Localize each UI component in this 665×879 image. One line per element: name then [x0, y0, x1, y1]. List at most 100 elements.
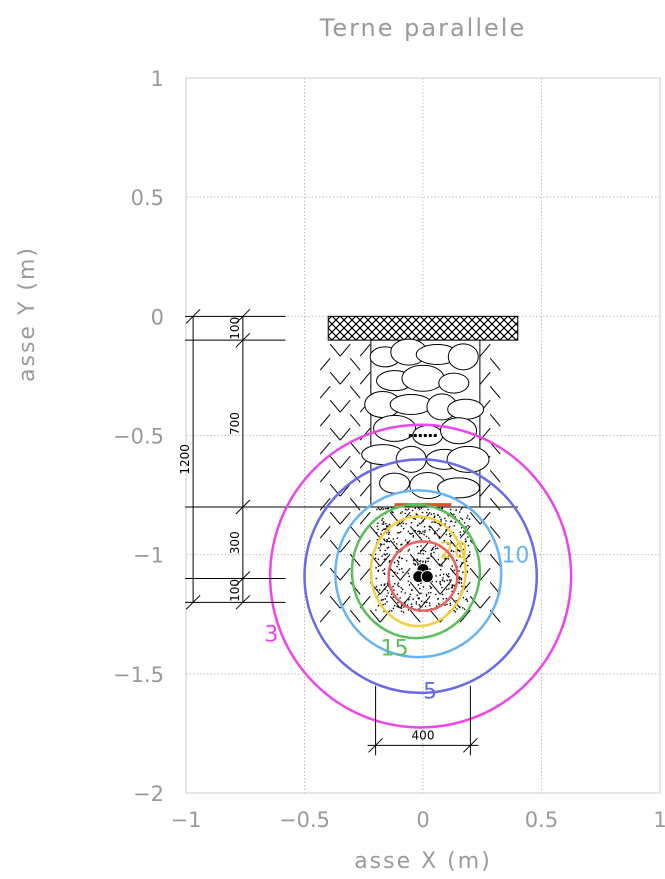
sand-dot — [377, 522, 379, 525]
sand-dot — [445, 520, 447, 522]
sand-dot — [448, 588, 450, 590]
dimension-annotations: 1200 100 700 300 100 400 — [178, 308, 479, 756]
sand-dot — [418, 506, 420, 509]
sand-dot — [424, 529, 426, 532]
sand-dot — [400, 557, 403, 560]
sand-dot — [383, 568, 386, 570]
sand-dot — [410, 521, 413, 524]
sand-dot — [436, 547, 439, 550]
sand-dot — [397, 523, 400, 526]
sand-dot — [442, 577, 444, 579]
sand-dot — [434, 545, 437, 547]
sand-dot — [434, 531, 437, 533]
sand-dot — [393, 541, 395, 543]
sand-dot — [386, 526, 388, 528]
sand-dot — [378, 589, 381, 591]
soil-stroke — [339, 567, 351, 581]
soil-stroke — [409, 609, 421, 623]
rubble-stone — [438, 372, 470, 394]
soil-stroke — [339, 371, 351, 385]
sand-dot — [453, 524, 456, 527]
sand-dot — [384, 583, 386, 585]
sand-dot — [422, 552, 425, 555]
sand-dot — [416, 545, 419, 548]
sand-dot — [445, 573, 448, 576]
sand-dot — [431, 547, 434, 550]
sand-dot — [468, 555, 470, 558]
sand-dot — [449, 508, 452, 511]
sand-dot — [384, 507, 387, 510]
sand-dot — [376, 508, 378, 511]
sand-dot — [428, 602, 431, 605]
sand-dot — [421, 511, 424, 514]
sand-dot — [447, 583, 450, 586]
sand-dot — [398, 585, 400, 588]
sand-dot — [396, 572, 399, 574]
sand-dot — [374, 553, 377, 556]
sand-dot — [445, 597, 448, 600]
soil-stroke — [489, 553, 501, 567]
sand-dot — [399, 512, 402, 514]
sand-dot — [465, 598, 467, 601]
sand-dot — [382, 603, 384, 606]
sand-dot — [460, 517, 462, 519]
contour-label: 3 — [264, 622, 278, 647]
sand-dot — [378, 547, 380, 549]
sand-dot — [437, 514, 439, 516]
sand-dot — [450, 542, 452, 544]
sand-dot — [457, 592, 460, 595]
sand-dot — [384, 549, 387, 552]
sand-dot — [400, 591, 403, 593]
sand-dot — [439, 582, 441, 584]
soil-stroke — [449, 567, 461, 581]
sand-dot — [384, 603, 387, 605]
sand-dot — [450, 550, 453, 552]
sand-dot — [388, 561, 391, 563]
sand-dot — [407, 550, 410, 552]
sand-dot — [405, 559, 408, 562]
sand-dot — [448, 533, 451, 535]
sand-dot — [413, 559, 415, 561]
sand-dot — [420, 538, 423, 541]
soil-stroke — [449, 539, 461, 553]
sand-dot — [410, 603, 413, 605]
sand-dot — [375, 567, 377, 569]
sand-dot — [462, 571, 464, 574]
soil-stroke — [319, 553, 331, 567]
sand-dot — [402, 611, 405, 613]
dim-tick — [235, 499, 251, 515]
sand-dot — [377, 570, 380, 572]
sand-dot — [397, 561, 400, 563]
sand-dot — [429, 585, 431, 587]
sand-dot — [384, 558, 387, 561]
soil-stroke — [339, 539, 351, 553]
sand-dot — [458, 549, 461, 552]
sand-dot — [447, 576, 450, 578]
sand-dot — [429, 526, 432, 528]
sand-dot — [468, 518, 471, 520]
x-tick-label: 0 — [416, 808, 429, 832]
sand-dot — [441, 562, 444, 565]
x-tick-label: −0.5 — [279, 808, 330, 832]
sand-dot — [381, 529, 384, 532]
sand-dot — [406, 509, 408, 511]
sand-dot — [380, 533, 382, 535]
sand-dot — [407, 580, 410, 582]
soil-stroke — [319, 357, 331, 371]
soil-stroke — [479, 595, 491, 609]
sand-dot — [413, 562, 415, 565]
sand-dot — [435, 580, 438, 583]
sand-dot — [398, 531, 400, 534]
plot-frame — [185, 77, 661, 794]
sand-dot — [408, 584, 411, 586]
sand-dot — [383, 584, 386, 587]
sand-dot — [450, 579, 452, 581]
sand-dot — [460, 582, 463, 584]
sand-dot — [428, 528, 431, 531]
sand-dot — [429, 568, 431, 570]
sand-dot — [455, 599, 458, 602]
sand-dot — [434, 547, 437, 550]
sand-dot — [460, 578, 463, 581]
rubble-stone — [437, 477, 481, 499]
